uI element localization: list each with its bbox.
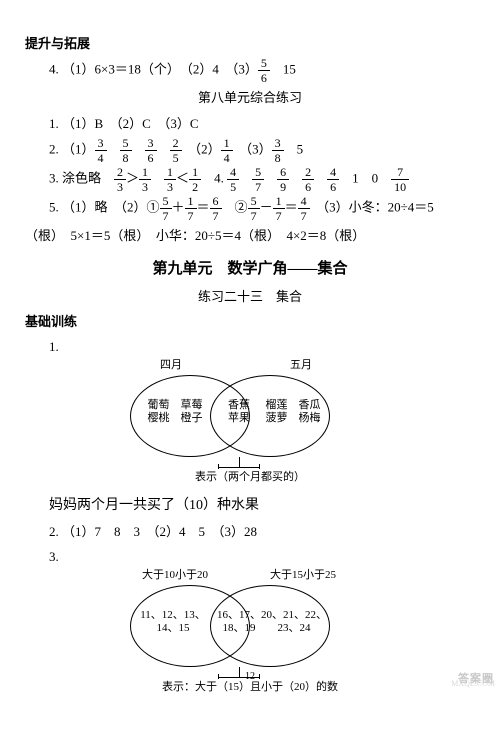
basic-title: 基础训练 xyxy=(25,310,475,333)
watermark2: MXQE.COM xyxy=(451,677,495,691)
section1-title: 提升与拓展 xyxy=(25,32,475,55)
q4: 4. （1）6×3＝18（个） （2）4 （3）56 15 xyxy=(25,57,475,84)
u8-q1: 1. （1）B （2）C （3）C xyxy=(25,112,475,135)
unit8-title: 第八单元综合练习 xyxy=(25,86,475,109)
q1-num: 1. xyxy=(25,335,475,358)
q1-text: 妈妈两个月一共买了（10）种水果 xyxy=(25,493,475,518)
u8-q5-line2: （根） 5×1＝5（根） 小华：20÷5＝4（根） 4×2＝8（根） xyxy=(25,224,475,247)
page-number: 12 xyxy=(0,668,500,686)
q3-num: 3. xyxy=(25,545,475,568)
u8-q3-q4: 3. 涂色略 23＞13 13＜12 4. 45 57 69 26 46 1 0… xyxy=(25,166,475,193)
unit9-title: 第九单元 数学广角——集合 xyxy=(25,256,475,283)
q4-frac: 56 xyxy=(258,57,270,84)
u8-q5: 5. （1）略 （2）①57＋17＝67 ②57－17＝47 （3）小冬：20÷… xyxy=(25,195,475,222)
q4-a: 4. （1）6×3＝18（个） （2）4 （3） xyxy=(49,62,258,77)
venn1: 四月 五月 葡萄 草莓 樱桃 橙子 香蕉 苹果 榴莲 香瓜 菠萝 杨梅 表示（两… xyxy=(100,361,400,491)
u8-q2: 2. （1）34 58 36 25 （2）14 （3）38 5 xyxy=(25,137,475,164)
venn2: 大于10小于20 大于15小于25 11、12、13、 14、15 16、17、… xyxy=(100,571,400,709)
q2: 2. （1）7 8 3 （2）4 5 （3）28 xyxy=(25,520,475,543)
ex23-title: 练习二十三 集合 xyxy=(25,285,475,308)
